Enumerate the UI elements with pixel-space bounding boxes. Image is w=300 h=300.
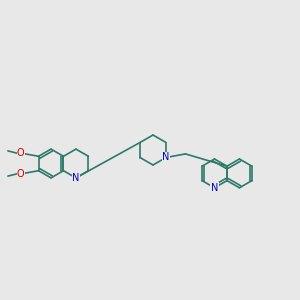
Text: N: N	[72, 173, 80, 183]
Text: N: N	[211, 183, 218, 193]
Text: O: O	[17, 169, 24, 179]
Text: O: O	[17, 148, 24, 158]
Text: N: N	[162, 152, 170, 163]
